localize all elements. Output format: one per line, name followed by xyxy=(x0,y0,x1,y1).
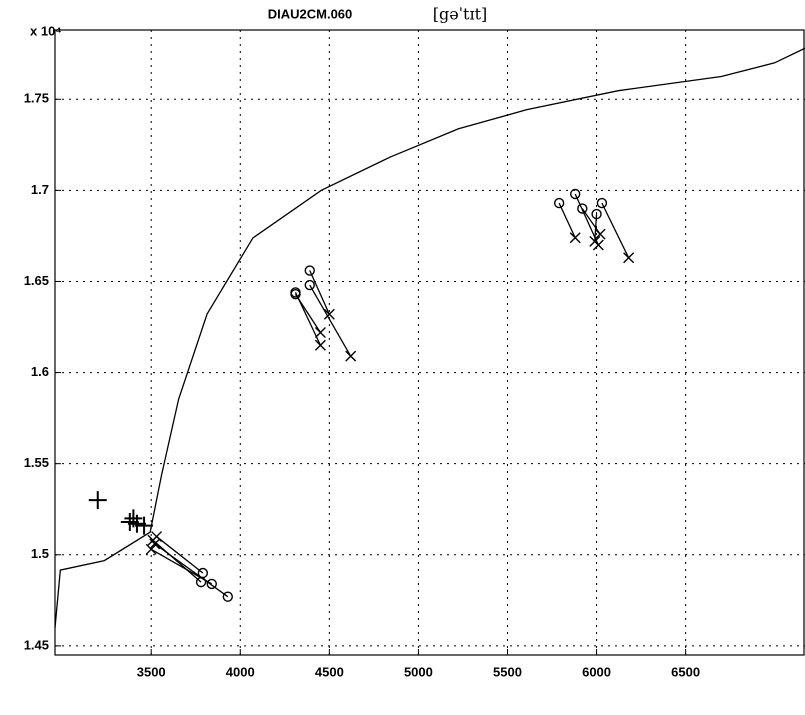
circle-marker xyxy=(553,197,565,209)
y-tick-label: 1.7 xyxy=(31,182,49,197)
x-marker xyxy=(314,326,326,338)
chart-subtitle: [gəˈtɪt] xyxy=(433,5,488,24)
x-tick-label: 4500 xyxy=(315,664,344,679)
x-tick-label: 4000 xyxy=(226,664,255,679)
x-marker xyxy=(623,252,635,264)
plus-marker xyxy=(88,491,107,510)
trajectory-line xyxy=(294,292,322,346)
y-tick-label: 1.75 xyxy=(24,91,49,106)
x-marker xyxy=(594,228,606,240)
circle-marker xyxy=(195,576,207,588)
y-tick-label: 1.6 xyxy=(31,364,49,379)
trajectory-line xyxy=(601,202,630,259)
plus-marker xyxy=(120,512,139,531)
x-marker xyxy=(314,339,326,351)
y-tick-label: 1.65 xyxy=(24,273,49,288)
circle-marker xyxy=(206,578,217,590)
circle-marker xyxy=(577,203,588,214)
x-marker xyxy=(149,538,161,550)
y-tick-label: 1.5 xyxy=(31,546,49,561)
x-tick-label: 6000 xyxy=(582,664,611,679)
circle-marker xyxy=(290,287,301,298)
x-marker xyxy=(589,235,601,247)
trajectory-line xyxy=(156,536,204,574)
circle-marker xyxy=(569,188,581,200)
x-tick-label: 3500 xyxy=(137,664,166,679)
chart-title: DIAU2CM.060 xyxy=(268,6,353,21)
y-tick-label: 1.45 xyxy=(24,637,49,652)
x-tick-label: 6500 xyxy=(671,664,700,679)
trajectory-line xyxy=(54,47,805,628)
x-marker xyxy=(345,350,357,362)
x-marker xyxy=(145,543,157,555)
circle-marker xyxy=(596,197,608,209)
plus-marker xyxy=(124,509,143,528)
trajectory-line xyxy=(309,270,330,315)
x-marker xyxy=(569,232,581,244)
trajectory-line xyxy=(152,539,202,583)
circle-marker xyxy=(222,591,234,602)
circle-marker xyxy=(304,279,315,291)
trajectory-line xyxy=(309,284,352,357)
trajectory-line xyxy=(558,202,576,238)
x-marker xyxy=(147,534,159,546)
circle-marker xyxy=(591,208,602,220)
x-tick-label: 5500 xyxy=(493,664,522,679)
y-tick-label: 1.55 xyxy=(24,455,49,470)
x-marker xyxy=(323,308,335,320)
plot-frame xyxy=(54,29,805,656)
y-multiplier: x 10⁴ xyxy=(30,23,62,38)
circle-marker xyxy=(304,265,315,276)
x-tick-label: 5000 xyxy=(404,664,433,679)
plus-marker xyxy=(135,516,154,535)
